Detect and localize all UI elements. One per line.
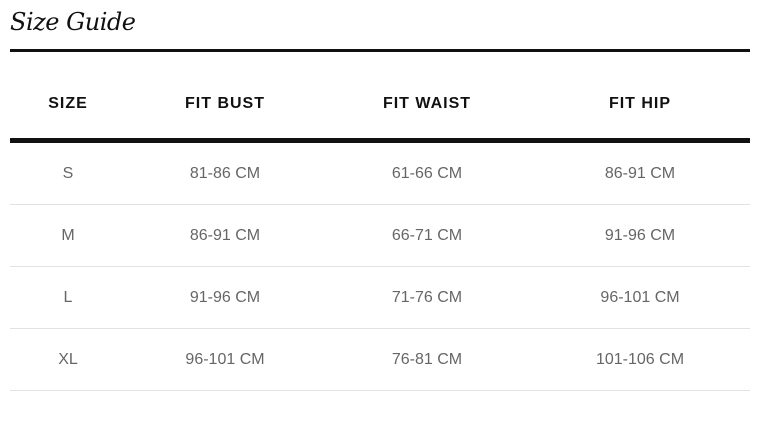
bust-cell: 96-101 CM <box>126 328 324 391</box>
bust-cell: 91-96 CM <box>126 266 324 329</box>
title-divider <box>10 49 750 52</box>
header-fit-waist: FIT WAIST <box>382 95 472 112</box>
waist-cell: 76-81 CM <box>324 328 530 391</box>
header-size: SIZE <box>48 95 88 112</box>
hip-cell: 96-101 CM <box>530 266 750 329</box>
hip-cell: 101-106 CM <box>530 328 750 391</box>
size-cell: M <box>10 204 126 267</box>
waist-cell: 66-71 CM <box>324 204 530 267</box>
hip-cell: 86-91 CM <box>530 140 750 205</box>
header-fit-hip: FIT HIP <box>608 95 672 112</box>
size-cell: S <box>10 140 126 205</box>
table-row: M 86-91 CM 66-71 CM 91-96 CM <box>10 204 750 267</box>
table-row: L 91-96 CM 71-76 CM 96-101 CM <box>10 266 750 329</box>
page-title: Size Guide <box>10 8 136 36</box>
waist-cell: 61-66 CM <box>324 140 530 205</box>
bust-cell: 81-86 CM <box>126 140 324 205</box>
table-row: S 81-86 CM 61-66 CM 86-91 CM <box>10 140 750 205</box>
header-fit-bust: FIT BUST <box>185 95 265 112</box>
bust-cell: 86-91 CM <box>126 204 324 267</box>
size-table: SIZE FIT BUST FIT WAIST FIT HIP S 81-86 C… <box>10 70 750 391</box>
table-row: XL 96-101 CM 76-81 CM 101-106 CM <box>10 328 750 391</box>
waist-cell: 71-76 CM <box>324 266 530 329</box>
size-cell: L <box>10 266 126 329</box>
header-row: SIZE FIT BUST FIT WAIST FIT HIP <box>10 70 750 141</box>
size-cell: XL <box>10 328 126 391</box>
hip-cell: 91-96 CM <box>530 204 750 267</box>
